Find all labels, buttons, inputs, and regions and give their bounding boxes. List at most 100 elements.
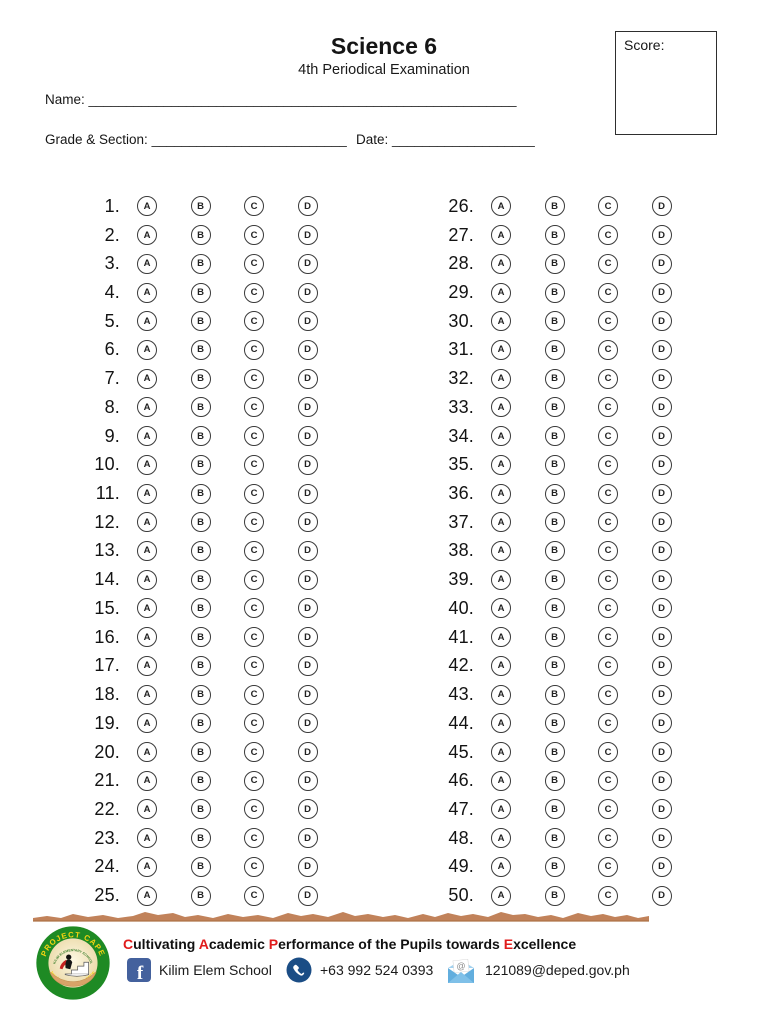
bubble-option-c[interactable]: C	[598, 454, 618, 475]
bubble-option-b[interactable]: B	[544, 856, 565, 877]
bubble-option-c[interactable]: C	[598, 282, 618, 303]
bubble-option-b[interactable]: B	[190, 483, 211, 504]
bubble-option-d[interactable]: D	[651, 742, 672, 763]
bubble-option-a[interactable]: A	[137, 397, 157, 418]
bubble-option-b[interactable]: B	[544, 885, 565, 906]
bubble-option-c[interactable]: C	[244, 512, 264, 533]
bubble-option-b[interactable]: B	[544, 368, 565, 389]
bubble-option-c[interactable]: C	[244, 742, 264, 763]
bubble-option-b[interactable]: B	[544, 253, 565, 274]
score-box[interactable]: Score:	[615, 31, 717, 135]
bubble-option-d[interactable]: D	[297, 569, 318, 590]
bubble-option-d[interactable]: D	[651, 397, 672, 418]
bubble-option-b[interactable]: B	[544, 196, 565, 217]
bubble-option-b[interactable]: B	[190, 397, 211, 418]
bubble-option-d[interactable]: D	[651, 483, 672, 504]
bubble-option-d[interactable]: D	[651, 569, 672, 590]
bubble-option-a[interactable]: A	[137, 856, 157, 877]
bubble-option-c[interactable]: C	[598, 770, 618, 791]
bubble-option-c[interactable]: C	[598, 828, 618, 849]
bubble-option-b[interactable]: B	[190, 540, 211, 561]
bubble-option-a[interactable]: A	[137, 885, 157, 906]
bubble-option-d[interactable]: D	[651, 828, 672, 849]
bubble-option-d[interactable]: D	[297, 311, 318, 332]
bubble-option-b[interactable]: B	[544, 742, 565, 763]
bubble-option-a[interactable]: A	[491, 397, 511, 418]
bubble-option-b[interactable]: B	[544, 799, 565, 820]
bubble-option-c[interactable]: C	[598, 253, 618, 274]
bubble-option-d[interactable]: D	[297, 225, 318, 246]
bubble-option-c[interactable]: C	[598, 885, 618, 906]
bubble-option-a[interactable]: A	[491, 225, 511, 246]
bubble-option-a[interactable]: A	[491, 828, 511, 849]
bubble-option-c[interactable]: C	[244, 770, 264, 791]
bubble-option-d[interactable]: D	[651, 339, 672, 360]
bubble-option-c[interactable]: C	[598, 426, 618, 447]
bubble-option-c[interactable]: C	[244, 799, 264, 820]
bubble-option-b[interactable]: B	[544, 684, 565, 705]
bubble-option-a[interactable]: A	[491, 311, 511, 332]
bubble-option-d[interactable]: D	[651, 799, 672, 820]
bubble-option-b[interactable]: B	[544, 713, 565, 734]
bubble-option-d[interactable]: D	[651, 282, 672, 303]
bubble-option-b[interactable]: B	[544, 397, 565, 418]
bubble-option-a[interactable]: A	[137, 828, 157, 849]
bubble-option-b[interactable]: B	[190, 799, 211, 820]
bubble-option-d[interactable]: D	[651, 856, 672, 877]
bubble-option-c[interactable]: C	[598, 713, 618, 734]
bubble-option-b[interactable]: B	[190, 253, 211, 274]
bubble-option-b[interactable]: B	[544, 311, 565, 332]
bubble-option-b[interactable]: B	[190, 655, 211, 676]
bubble-option-c[interactable]: C	[598, 569, 618, 590]
date-input-line[interactable]: ___________________	[392, 132, 535, 147]
bubble-option-a[interactable]: A	[491, 569, 511, 590]
bubble-option-d[interactable]: D	[651, 540, 672, 561]
bubble-option-b[interactable]: B	[544, 282, 565, 303]
bubble-option-c[interactable]: C	[244, 598, 264, 619]
bubble-option-c[interactable]: C	[598, 684, 618, 705]
bubble-option-a[interactable]: A	[491, 856, 511, 877]
bubble-option-a[interactable]: A	[491, 282, 511, 303]
bubble-option-a[interactable]: A	[137, 368, 157, 389]
bubble-option-b[interactable]: B	[190, 770, 211, 791]
bubble-option-c[interactable]: C	[244, 282, 264, 303]
bubble-option-a[interactable]: A	[491, 426, 511, 447]
bubble-option-b[interactable]: B	[544, 828, 565, 849]
bubble-option-c[interactable]: C	[244, 311, 264, 332]
bubble-option-a[interactable]: A	[137, 454, 157, 475]
bubble-option-c[interactable]: C	[598, 799, 618, 820]
bubble-option-d[interactable]: D	[651, 713, 672, 734]
bubble-option-c[interactable]: C	[244, 483, 264, 504]
bubble-option-c[interactable]: C	[244, 655, 264, 676]
bubble-option-b[interactable]: B	[190, 426, 211, 447]
bubble-option-d[interactable]: D	[297, 828, 318, 849]
bubble-option-b[interactable]: B	[544, 598, 565, 619]
bubble-option-a[interactable]: A	[491, 684, 511, 705]
bubble-option-d[interactable]: D	[651, 253, 672, 274]
bubble-option-a[interactable]: A	[491, 770, 511, 791]
bubble-option-a[interactable]: A	[137, 512, 157, 533]
bubble-option-b[interactable]: B	[190, 885, 211, 906]
bubble-option-a[interactable]: A	[491, 253, 511, 274]
bubble-option-b[interactable]: B	[190, 627, 211, 648]
bubble-option-c[interactable]: C	[598, 742, 618, 763]
bubble-option-a[interactable]: A	[137, 684, 157, 705]
bubble-option-b[interactable]: B	[190, 856, 211, 877]
bubble-option-c[interactable]: C	[244, 368, 264, 389]
bubble-option-a[interactable]: A	[491, 885, 511, 906]
bubble-option-b[interactable]: B	[190, 742, 211, 763]
bubble-option-b[interactable]: B	[544, 339, 565, 360]
bubble-option-b[interactable]: B	[190, 311, 211, 332]
bubble-option-a[interactable]: A	[491, 799, 511, 820]
bubble-option-b[interactable]: B	[190, 713, 211, 734]
bubble-option-c[interactable]: C	[244, 253, 264, 274]
bubble-option-c[interactable]: C	[598, 598, 618, 619]
bubble-option-c[interactable]: C	[244, 225, 264, 246]
bubble-option-d[interactable]: D	[297, 397, 318, 418]
bubble-option-b[interactable]: B	[190, 684, 211, 705]
bubble-option-b[interactable]: B	[190, 225, 211, 246]
bubble-option-a[interactable]: A	[137, 540, 157, 561]
bubble-option-d[interactable]: D	[297, 856, 318, 877]
bubble-option-b[interactable]: B	[190, 339, 211, 360]
bubble-option-b[interactable]: B	[544, 512, 565, 533]
